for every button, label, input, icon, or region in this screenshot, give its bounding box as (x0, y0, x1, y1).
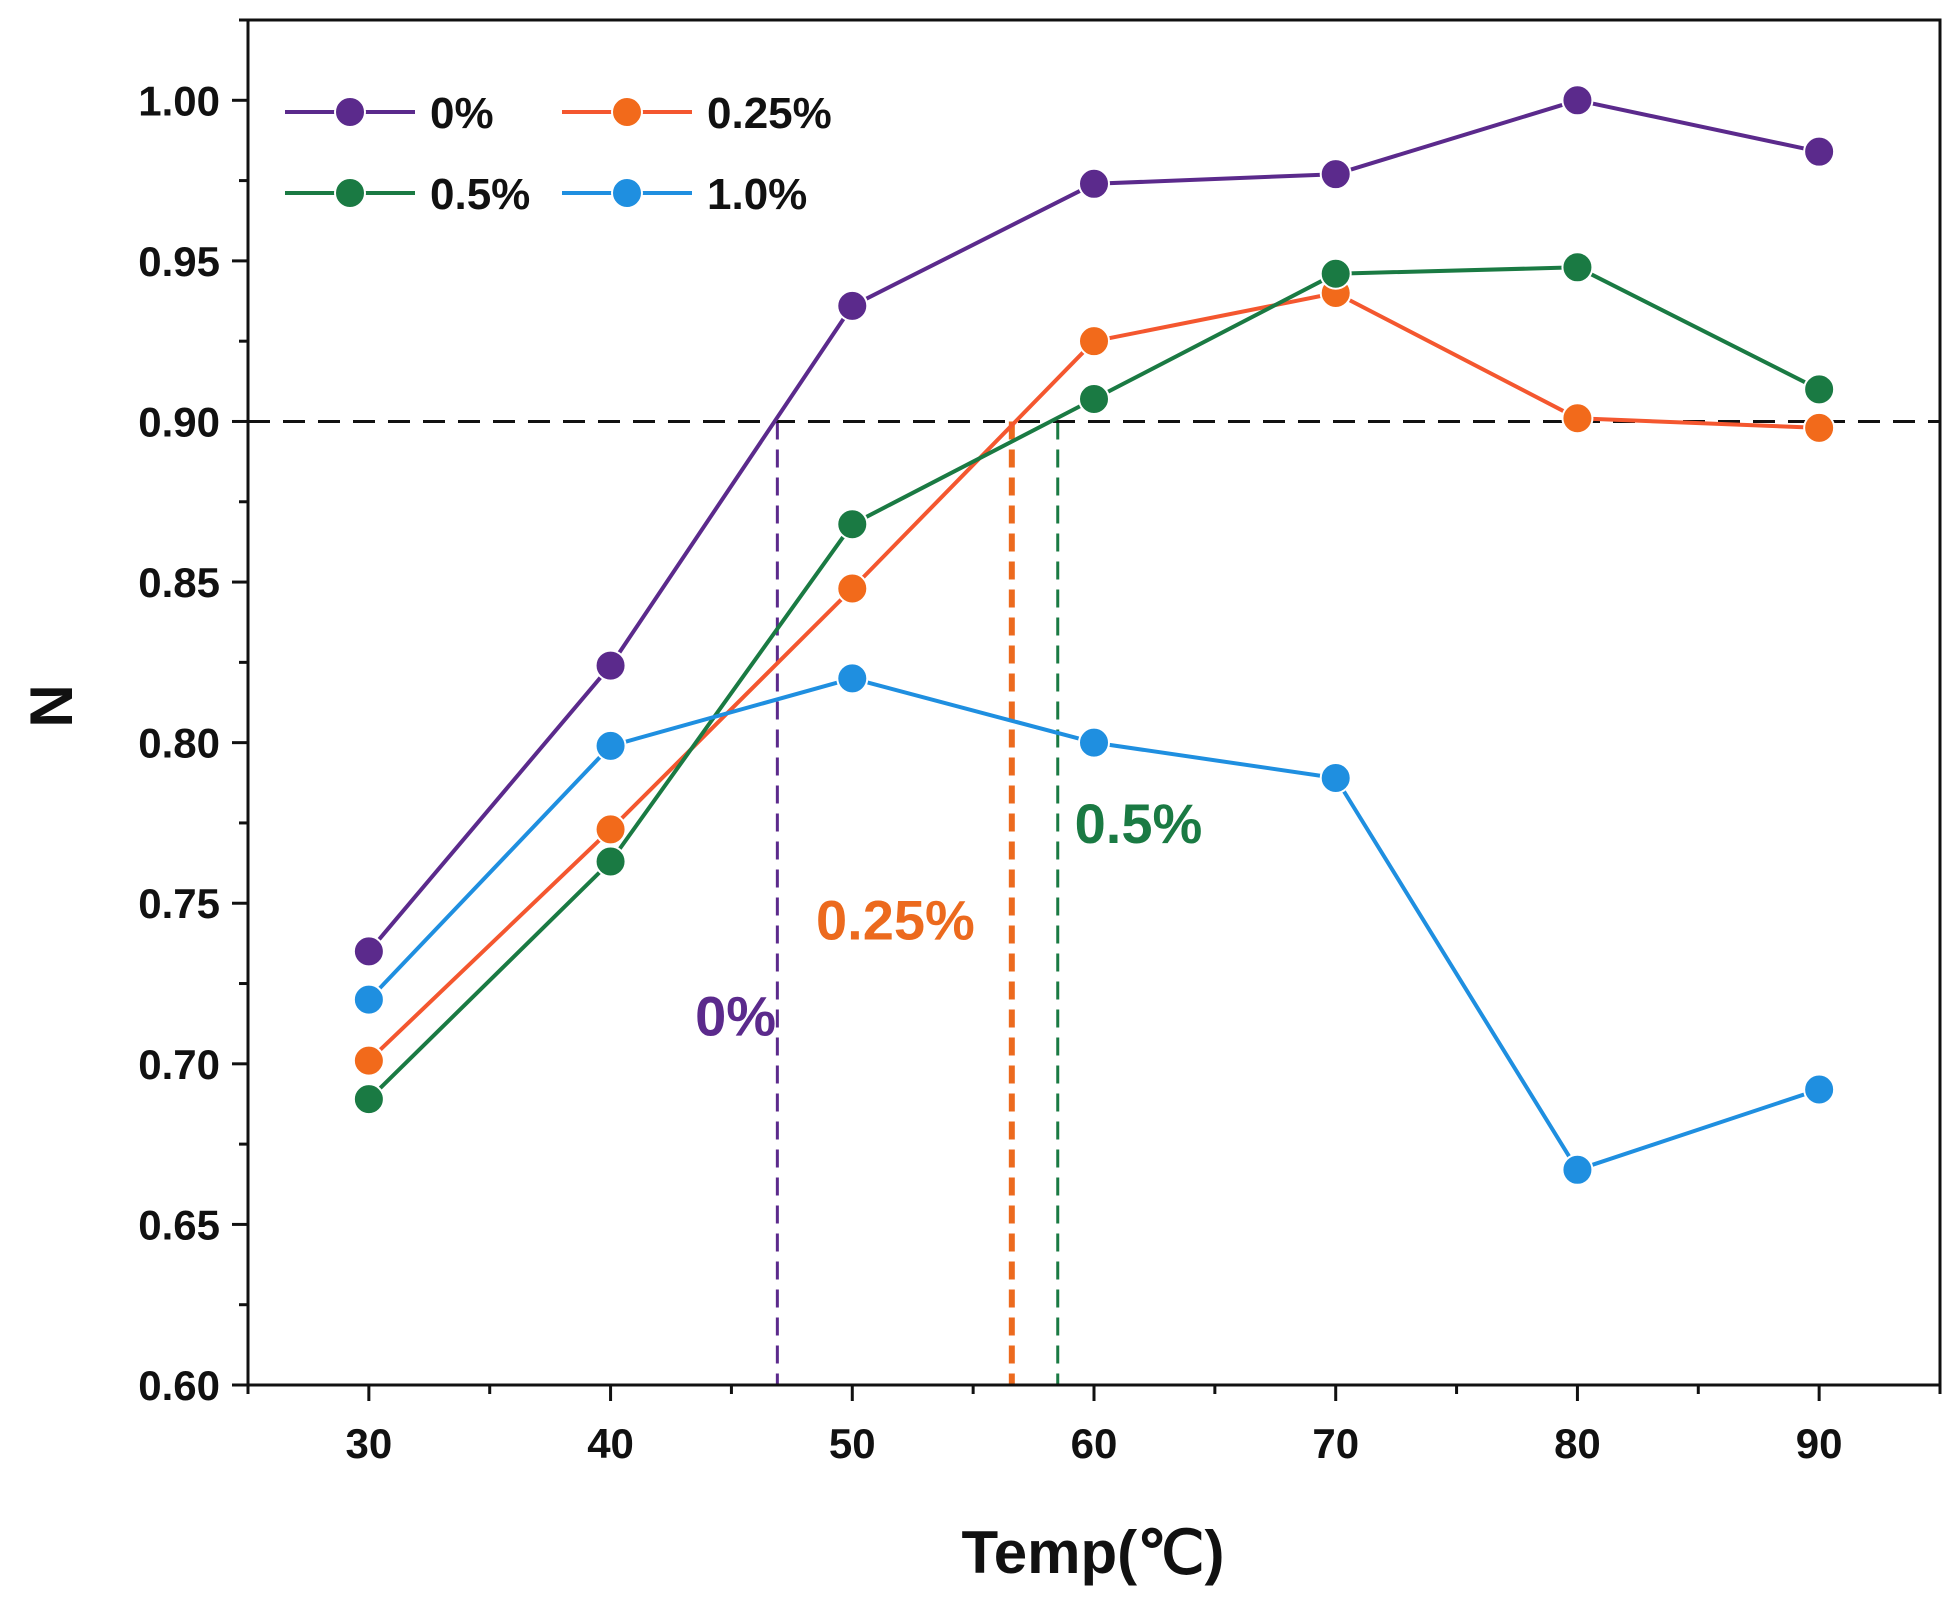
data-point (836, 572, 869, 605)
legend-label: 0% (430, 89, 494, 138)
data-point (1561, 251, 1594, 284)
data-point (1078, 167, 1110, 200)
x-tick-label: 40 (587, 1420, 634, 1467)
y-tick-label: 0.60 (138, 1362, 220, 1409)
x-tick-label: 70 (1312, 1420, 1359, 1467)
y-tick-label: 0.90 (138, 398, 220, 445)
y-tick-label: 0.75 (138, 880, 220, 927)
data-point (836, 508, 869, 541)
tick-labels-group: 0.60 0.65 0.70 0.75 0.80 0.85 0.90 0.95 1.00 30 40… (138, 77, 1842, 1467)
annotation-labels: 0% 0.25% 0.5% (695, 792, 1202, 1048)
y-tick-label: 0.65 (138, 1201, 220, 1248)
x-tick-label: 50 (829, 1420, 876, 1467)
data-point (1078, 382, 1110, 415)
data-point (836, 289, 869, 322)
x-tick-label: 90 (1796, 1420, 1843, 1467)
data-point (1561, 84, 1594, 117)
data-point (1319, 257, 1352, 290)
data-point (594, 813, 627, 846)
legend-label: 0.5% (430, 170, 530, 219)
data-point (1803, 373, 1836, 406)
y-tick-label: 1.00 (138, 77, 220, 124)
data-point (352, 935, 385, 968)
data-point (352, 1083, 385, 1116)
data-point (836, 662, 869, 695)
y-tick-label: 0.95 (138, 238, 220, 285)
series-group (352, 84, 1836, 1186)
data-point (1078, 325, 1110, 358)
legend-marker (334, 96, 366, 128)
data-point (1561, 1153, 1594, 1186)
legend-label: 1.0% (707, 170, 807, 219)
legend-label: 0.25% (707, 89, 832, 138)
legend-marker (611, 177, 643, 209)
data-point (1319, 158, 1352, 191)
y-tick-label: 0.70 (138, 1041, 220, 1088)
legend: 0% 0.25% 0.5% 1.0% (285, 89, 832, 219)
x-tick-label: 60 (1071, 1420, 1118, 1467)
x-tick-label: 30 (345, 1420, 392, 1467)
data-point (1561, 402, 1594, 435)
annotation-lines (775, 421, 1060, 1385)
y-tick-label: 0.80 (138, 720, 220, 767)
x-tick-label: 80 (1554, 1420, 1601, 1467)
axes-group (232, 18, 1942, 1401)
annotation-label: 0.5% (1075, 792, 1203, 855)
annotation-label: 0% (695, 985, 776, 1048)
data-point (1803, 135, 1836, 168)
data-point (1078, 726, 1110, 759)
legend-marker (611, 96, 643, 128)
data-point (1803, 1073, 1836, 1106)
data-point (352, 983, 385, 1016)
data-point (1319, 761, 1352, 794)
legend-marker (334, 177, 366, 209)
data-point (594, 729, 627, 762)
data-point (1803, 411, 1836, 444)
data-point (594, 649, 627, 682)
y-tick-label: 0.85 (138, 559, 220, 606)
data-point (352, 1044, 385, 1077)
x-axis-title: Temp(℃) (962, 1519, 1225, 1586)
y-axis-title: N (18, 684, 85, 727)
data-point (594, 845, 627, 878)
annotation-label: 0.25% (816, 888, 975, 951)
